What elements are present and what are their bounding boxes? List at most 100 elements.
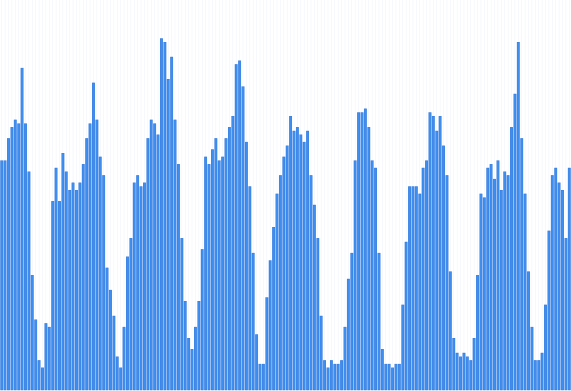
bar	[544, 304, 547, 391]
bar	[231, 115, 235, 391]
bar	[251, 252, 255, 391]
bar	[452, 338, 456, 391]
bar	[122, 326, 126, 391]
bar	[431, 115, 435, 391]
bar	[51, 201, 55, 391]
bar	[197, 301, 201, 391]
bar	[81, 164, 85, 391]
bar	[319, 315, 323, 391]
bar	[37, 360, 41, 391]
bar	[384, 363, 388, 391]
bar	[234, 64, 238, 391]
bar	[353, 160, 357, 391]
bar	[561, 189, 564, 391]
bar	[64, 171, 68, 391]
bar	[306, 130, 310, 391]
bar	[27, 171, 31, 391]
bar	[78, 182, 82, 391]
bar	[414, 186, 418, 391]
bar	[564, 238, 568, 391]
bar	[7, 138, 10, 391]
bar	[47, 326, 51, 391]
bar	[469, 360, 473, 391]
bar	[92, 82, 95, 391]
bar	[336, 363, 340, 391]
bar	[13, 119, 17, 391]
bar	[248, 186, 252, 391]
bar	[292, 130, 296, 391]
bar	[17, 123, 21, 391]
bar	[472, 338, 476, 391]
bar	[567, 167, 571, 391]
bar	[428, 112, 432, 391]
bar	[530, 326, 534, 391]
bar	[126, 256, 129, 391]
bar	[299, 134, 303, 391]
bar	[333, 363, 337, 391]
bar	[71, 182, 75, 391]
bar	[105, 267, 109, 391]
bar	[258, 363, 262, 391]
bar	[486, 167, 490, 391]
bar	[85, 138, 89, 391]
bar	[183, 301, 187, 391]
bar	[190, 349, 194, 391]
bar	[278, 175, 282, 391]
bar	[224, 138, 228, 391]
bar	[75, 189, 78, 391]
bar	[465, 356, 469, 391]
bar	[238, 60, 242, 391]
bar	[340, 360, 344, 391]
bar	[438, 115, 442, 391]
bar	[217, 160, 221, 391]
bar	[282, 156, 286, 391]
bar	[370, 160, 374, 391]
bar	[346, 278, 350, 391]
bar	[380, 349, 384, 391]
bar	[357, 112, 361, 391]
bar	[166, 78, 170, 391]
bar	[112, 315, 116, 391]
bar	[132, 182, 136, 391]
bar	[261, 363, 265, 391]
bar	[397, 363, 401, 391]
bar	[58, 201, 61, 391]
bar	[187, 338, 191, 391]
bar	[149, 119, 153, 391]
bar	[523, 193, 527, 391]
bar	[302, 141, 306, 391]
bar	[160, 38, 163, 391]
bar	[180, 238, 184, 391]
bar	[221, 156, 225, 391]
bar	[408, 186, 411, 391]
bar	[350, 252, 354, 391]
bar	[24, 123, 27, 391]
bar	[503, 171, 507, 391]
bar	[207, 164, 211, 391]
bar	[554, 167, 558, 391]
bar	[10, 127, 14, 391]
bar	[513, 93, 517, 391]
bar	[363, 108, 367, 391]
bar	[547, 230, 551, 391]
bar	[34, 319, 38, 391]
bar	[557, 182, 561, 391]
bar	[44, 323, 48, 391]
bar	[326, 367, 330, 391]
bar	[510, 127, 513, 391]
bar	[115, 356, 119, 391]
bar	[421, 167, 425, 391]
bar	[136, 175, 140, 391]
bar	[272, 226, 276, 391]
bar	[527, 271, 530, 391]
bar	[20, 67, 24, 391]
bar	[418, 193, 422, 391]
bar	[442, 145, 445, 391]
bar	[61, 152, 65, 391]
bar	[129, 238, 133, 391]
bar	[387, 363, 391, 391]
bar	[163, 42, 167, 391]
bar	[227, 127, 231, 391]
bar	[476, 275, 479, 391]
